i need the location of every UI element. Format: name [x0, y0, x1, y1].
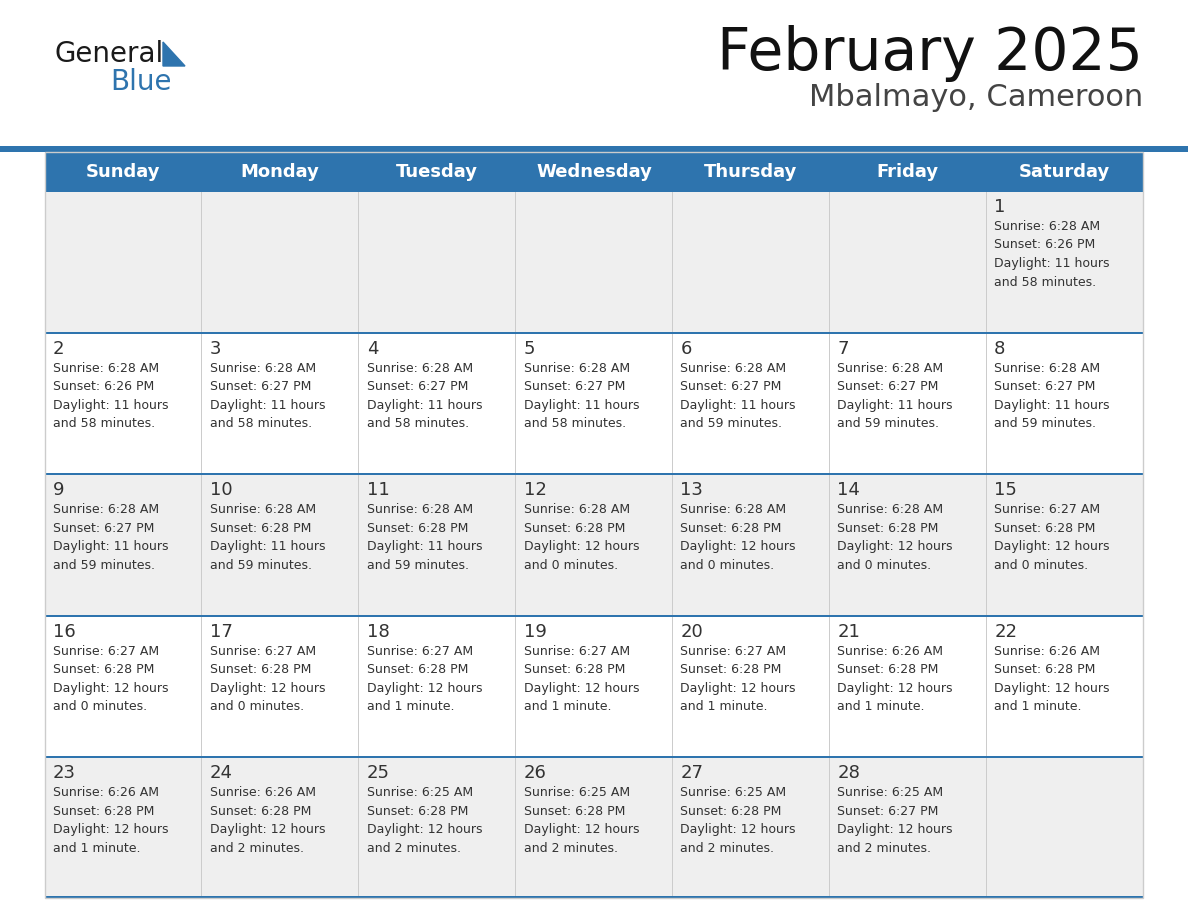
Text: Sunrise: 6:26 AM
Sunset: 6:28 PM
Daylight: 12 hours
and 1 minute.: Sunrise: 6:26 AM Sunset: 6:28 PM Dayligh… — [994, 644, 1110, 713]
Text: Thursday: Thursday — [704, 163, 797, 181]
Bar — [45, 190, 1143, 331]
Text: 14: 14 — [838, 481, 860, 499]
Text: 12: 12 — [524, 481, 546, 499]
Text: 17: 17 — [210, 622, 233, 641]
Bar — [45, 331, 1143, 473]
Text: Sunrise: 6:28 AM
Sunset: 6:26 PM
Daylight: 11 hours
and 58 minutes.: Sunrise: 6:28 AM Sunset: 6:26 PM Dayligh… — [994, 220, 1110, 288]
Text: 16: 16 — [53, 622, 76, 641]
Text: Sunrise: 6:27 AM
Sunset: 6:28 PM
Daylight: 12 hours
and 1 minute.: Sunrise: 6:27 AM Sunset: 6:28 PM Dayligh… — [524, 644, 639, 713]
Bar — [45, 473, 1143, 615]
Bar — [45, 152, 1143, 898]
Text: Friday: Friday — [877, 163, 939, 181]
Text: Sunrise: 6:25 AM
Sunset: 6:28 PM
Daylight: 12 hours
and 2 minutes.: Sunrise: 6:25 AM Sunset: 6:28 PM Dayligh… — [681, 787, 796, 855]
Text: Sunrise: 6:28 AM
Sunset: 6:28 PM
Daylight: 11 hours
and 59 minutes.: Sunrise: 6:28 AM Sunset: 6:28 PM Dayligh… — [367, 503, 482, 572]
Bar — [45, 473, 1143, 476]
Text: 11: 11 — [367, 481, 390, 499]
Text: Sunrise: 6:28 AM
Sunset: 6:27 PM
Daylight: 11 hours
and 58 minutes.: Sunrise: 6:28 AM Sunset: 6:27 PM Dayligh… — [367, 362, 482, 431]
Text: 19: 19 — [524, 622, 546, 641]
Text: 13: 13 — [681, 481, 703, 499]
Text: 8: 8 — [994, 340, 1005, 358]
Text: Sunrise: 6:28 AM
Sunset: 6:27 PM
Daylight: 11 hours
and 59 minutes.: Sunrise: 6:28 AM Sunset: 6:27 PM Dayligh… — [838, 362, 953, 431]
Bar — [0, 146, 1188, 152]
Text: 2: 2 — [53, 340, 64, 358]
Text: Sunrise: 6:28 AM
Sunset: 6:27 PM
Daylight: 11 hours
and 59 minutes.: Sunrise: 6:28 AM Sunset: 6:27 PM Dayligh… — [994, 362, 1110, 431]
Text: Sunrise: 6:25 AM
Sunset: 6:27 PM
Daylight: 12 hours
and 2 minutes.: Sunrise: 6:25 AM Sunset: 6:27 PM Dayligh… — [838, 787, 953, 855]
Bar — [45, 331, 1143, 333]
Text: 24: 24 — [210, 765, 233, 782]
Text: February 2025: February 2025 — [718, 25, 1143, 82]
Text: Sunday: Sunday — [87, 163, 160, 181]
Bar — [45, 615, 1143, 617]
Text: Wednesday: Wednesday — [536, 163, 652, 181]
Text: Sunrise: 6:25 AM
Sunset: 6:28 PM
Daylight: 12 hours
and 2 minutes.: Sunrise: 6:25 AM Sunset: 6:28 PM Dayligh… — [367, 787, 482, 855]
Text: 25: 25 — [367, 765, 390, 782]
Bar — [45, 756, 1143, 898]
Text: Sunrise: 6:28 AM
Sunset: 6:26 PM
Daylight: 11 hours
and 58 minutes.: Sunrise: 6:28 AM Sunset: 6:26 PM Dayligh… — [53, 362, 169, 431]
Text: Sunrise: 6:26 AM
Sunset: 6:28 PM
Daylight: 12 hours
and 1 minute.: Sunrise: 6:26 AM Sunset: 6:28 PM Dayligh… — [53, 787, 169, 855]
Text: 1: 1 — [994, 198, 1005, 216]
Text: Tuesday: Tuesday — [396, 163, 478, 181]
Text: 15: 15 — [994, 481, 1017, 499]
Text: 3: 3 — [210, 340, 221, 358]
Text: Sunrise: 6:27 AM
Sunset: 6:28 PM
Daylight: 12 hours
and 0 minutes.: Sunrise: 6:27 AM Sunset: 6:28 PM Dayligh… — [210, 644, 326, 713]
Text: 26: 26 — [524, 765, 546, 782]
Text: Sunrise: 6:28 AM
Sunset: 6:27 PM
Daylight: 11 hours
and 58 minutes.: Sunrise: 6:28 AM Sunset: 6:27 PM Dayligh… — [524, 362, 639, 431]
Text: 23: 23 — [53, 765, 76, 782]
Text: Sunrise: 6:28 AM
Sunset: 6:28 PM
Daylight: 11 hours
and 59 minutes.: Sunrise: 6:28 AM Sunset: 6:28 PM Dayligh… — [210, 503, 326, 572]
Text: Monday: Monday — [241, 163, 320, 181]
Text: Sunrise: 6:27 AM
Sunset: 6:28 PM
Daylight: 12 hours
and 0 minutes.: Sunrise: 6:27 AM Sunset: 6:28 PM Dayligh… — [994, 503, 1110, 572]
Text: 22: 22 — [994, 622, 1017, 641]
Text: Sunrise: 6:28 AM
Sunset: 6:28 PM
Daylight: 12 hours
and 0 minutes.: Sunrise: 6:28 AM Sunset: 6:28 PM Dayligh… — [681, 503, 796, 572]
Bar — [45, 896, 1143, 898]
Text: Saturday: Saturday — [1019, 163, 1111, 181]
Text: Blue: Blue — [110, 68, 171, 96]
Text: 5: 5 — [524, 340, 535, 358]
Text: Sunrise: 6:26 AM
Sunset: 6:28 PM
Daylight: 12 hours
and 1 minute.: Sunrise: 6:26 AM Sunset: 6:28 PM Dayligh… — [838, 644, 953, 713]
Text: 27: 27 — [681, 765, 703, 782]
Bar — [45, 756, 1143, 758]
Bar — [45, 190, 1143, 192]
Text: Sunrise: 6:28 AM
Sunset: 6:28 PM
Daylight: 12 hours
and 0 minutes.: Sunrise: 6:28 AM Sunset: 6:28 PM Dayligh… — [838, 503, 953, 572]
Text: Sunrise: 6:26 AM
Sunset: 6:28 PM
Daylight: 12 hours
and 2 minutes.: Sunrise: 6:26 AM Sunset: 6:28 PM Dayligh… — [210, 787, 326, 855]
Bar — [45, 615, 1143, 756]
Text: Sunrise: 6:25 AM
Sunset: 6:28 PM
Daylight: 12 hours
and 2 minutes.: Sunrise: 6:25 AM Sunset: 6:28 PM Dayligh… — [524, 787, 639, 855]
Text: 9: 9 — [53, 481, 64, 499]
Text: Sunrise: 6:27 AM
Sunset: 6:28 PM
Daylight: 12 hours
and 1 minute.: Sunrise: 6:27 AM Sunset: 6:28 PM Dayligh… — [367, 644, 482, 713]
Text: Sunrise: 6:27 AM
Sunset: 6:28 PM
Daylight: 12 hours
and 1 minute.: Sunrise: 6:27 AM Sunset: 6:28 PM Dayligh… — [681, 644, 796, 713]
Text: 21: 21 — [838, 622, 860, 641]
Text: 10: 10 — [210, 481, 233, 499]
Polygon shape — [163, 42, 185, 66]
Text: 18: 18 — [367, 622, 390, 641]
Text: 7: 7 — [838, 340, 848, 358]
Text: 4: 4 — [367, 340, 378, 358]
Text: Sunrise: 6:28 AM
Sunset: 6:27 PM
Daylight: 11 hours
and 59 minutes.: Sunrise: 6:28 AM Sunset: 6:27 PM Dayligh… — [53, 503, 169, 572]
Text: Sunrise: 6:27 AM
Sunset: 6:28 PM
Daylight: 12 hours
and 0 minutes.: Sunrise: 6:27 AM Sunset: 6:28 PM Dayligh… — [53, 644, 169, 713]
Text: Sunrise: 6:28 AM
Sunset: 6:27 PM
Daylight: 11 hours
and 59 minutes.: Sunrise: 6:28 AM Sunset: 6:27 PM Dayligh… — [681, 362, 796, 431]
Text: Mbalmayo, Cameroon: Mbalmayo, Cameroon — [809, 83, 1143, 112]
Text: 6: 6 — [681, 340, 691, 358]
Text: 20: 20 — [681, 622, 703, 641]
Text: Sunrise: 6:28 AM
Sunset: 6:28 PM
Daylight: 12 hours
and 0 minutes.: Sunrise: 6:28 AM Sunset: 6:28 PM Dayligh… — [524, 503, 639, 572]
Text: General: General — [55, 40, 164, 68]
Bar — [45, 152, 1143, 192]
Text: 28: 28 — [838, 765, 860, 782]
Text: Sunrise: 6:28 AM
Sunset: 6:27 PM
Daylight: 11 hours
and 58 minutes.: Sunrise: 6:28 AM Sunset: 6:27 PM Dayligh… — [210, 362, 326, 431]
